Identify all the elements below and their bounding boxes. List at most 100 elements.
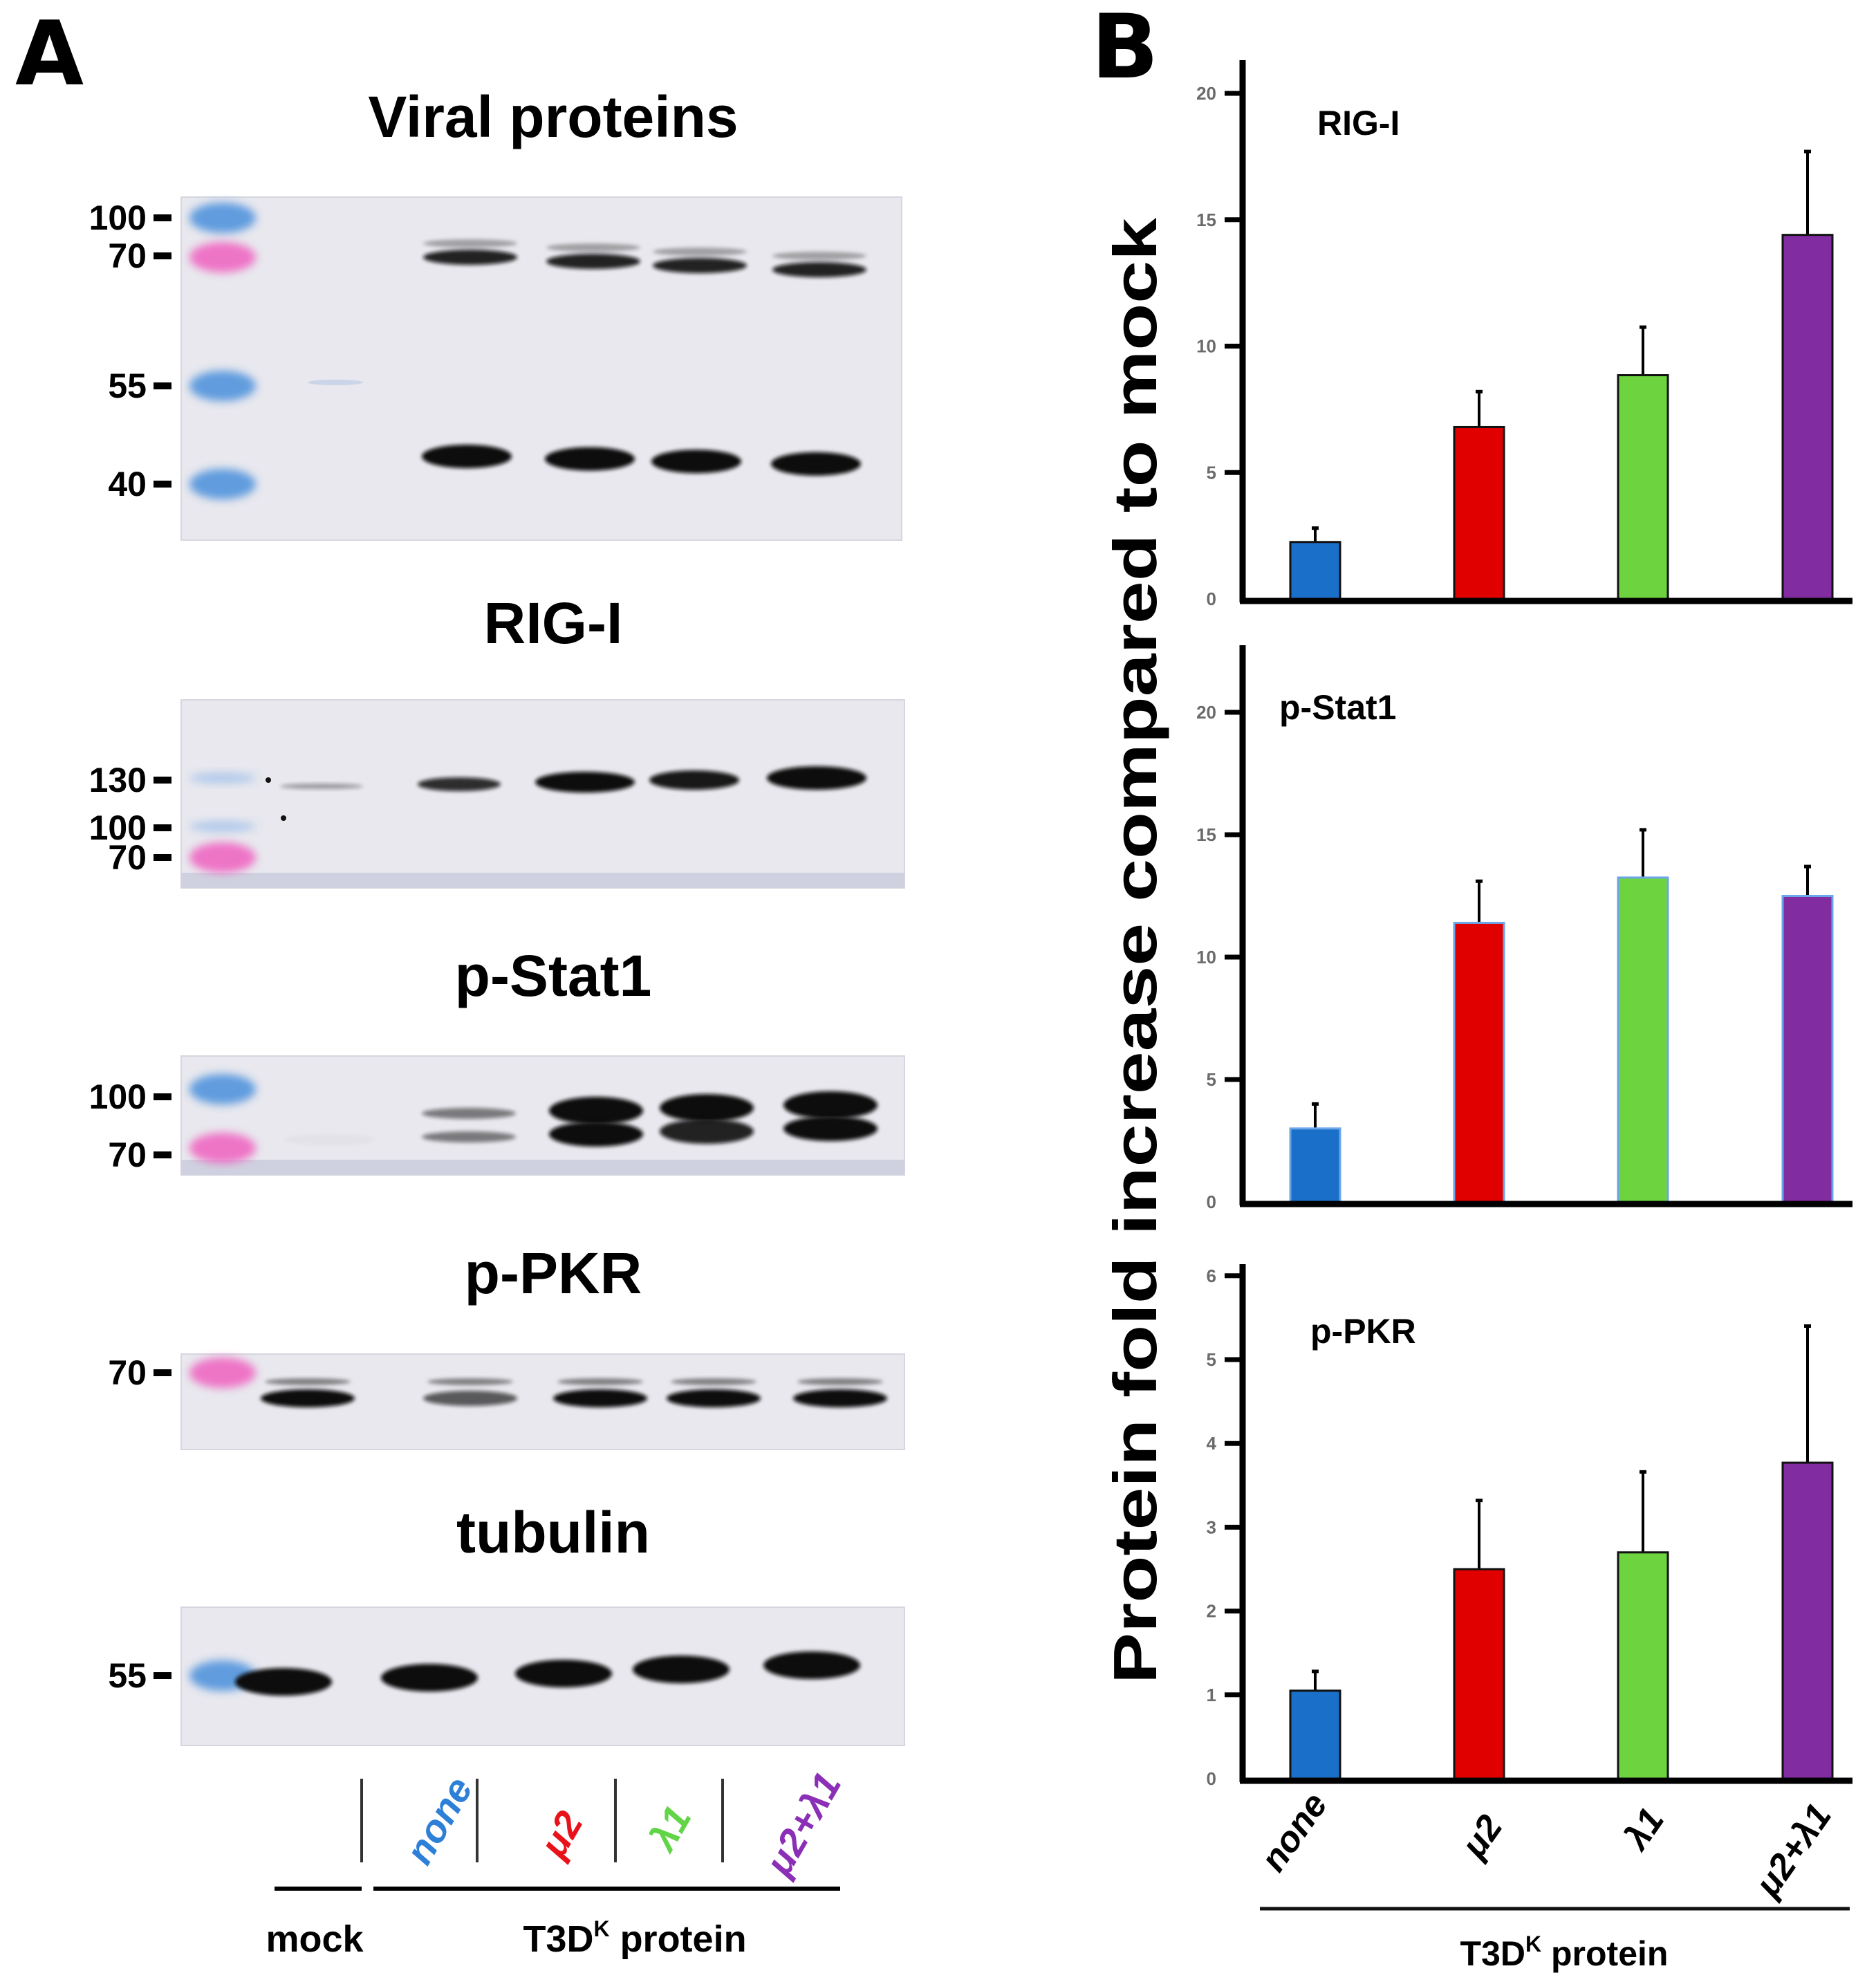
chart-title: p-PKR: [1310, 1312, 1416, 1351]
y-tick-label: 10: [1196, 947, 1216, 967]
y-tick-label: 0: [1207, 1768, 1216, 1789]
speck: [266, 777, 271, 783]
band-rigi: [418, 777, 501, 791]
bar-λ1: [1617, 374, 1669, 600]
x-category-label: μ2+λ1: [1747, 1797, 1839, 1905]
ladder-band: [189, 242, 256, 272]
bar-μ2+λ1: [1781, 1461, 1834, 1780]
band-tubulin: [763, 1651, 860, 1679]
mw-marker-label: 55: [108, 367, 147, 405]
blot-title: RIG-I: [484, 591, 623, 656]
membrane-edge: [181, 1160, 904, 1175]
chart-p-stat1: p-Stat1 0 5 10 15 20: [1196, 645, 1852, 1212]
mw-marker-label: 40: [108, 465, 147, 503]
mw-marker-tick: [154, 252, 171, 259]
band-pkr-lower: [423, 1391, 517, 1406]
ladder-band: [189, 371, 256, 401]
bar-μ2: [1453, 1568, 1505, 1780]
speck: [281, 815, 286, 821]
bar-λ1: [1617, 876, 1669, 1203]
band-70kda: [653, 258, 747, 273]
band-70kda: [772, 262, 866, 277]
band-upper-faint: [653, 248, 747, 256]
chart-title: p-Stat1: [1279, 688, 1396, 727]
blot-membrane: [180, 1055, 905, 1176]
chart-stack: RIG-I 0 5 10 15 20 p-Stat1 0 5 10 15 20 p-PKR 0 1 2 3 4 5 6: [1196, 60, 1852, 1789]
band-pkr-lower: [553, 1389, 647, 1407]
ladder-band: [189, 469, 256, 499]
bar-none: [1289, 1127, 1341, 1203]
mw-marker-tick: [154, 1093, 171, 1100]
group-superscript: K: [593, 1916, 609, 1941]
panel-a-letter: A: [15, 3, 84, 106]
band-pstat1-beta: [783, 1116, 877, 1141]
ladder-band: [189, 821, 256, 832]
membrane-edge: [181, 873, 904, 888]
band-45kda: [651, 450, 741, 474]
x-axis-group-label: T3DK protein: [1460, 1932, 1669, 1973]
band-rigi: [649, 770, 739, 790]
mw-marker-tick: [154, 214, 171, 221]
band-upper-faint: [423, 239, 517, 248]
y-tick-label: 1: [1207, 1685, 1216, 1705]
ladder-band: [189, 1133, 256, 1163]
mw-marker-tick: [154, 824, 171, 831]
band-45kda: [771, 452, 861, 476]
mw-marker-tick: [154, 854, 171, 861]
band-45kda: [422, 445, 512, 468]
band-tubulin: [633, 1656, 730, 1683]
mock-group-label: mock: [266, 1918, 364, 1960]
band-pstat1-beta: [422, 1131, 516, 1142]
panel-b-bar-charts: B Protein fold increase compared to mock…: [1091, 0, 1852, 1973]
lane-labels: none μ2 λ1 μ2+λ1 mock T3DK protein: [266, 1765, 849, 1960]
band-upper-faint: [772, 252, 866, 260]
mw-marker-label: 55: [108, 1656, 147, 1695]
mw-marker-tick: [154, 1369, 171, 1376]
ladder-band: [189, 772, 256, 784]
mw-marker-label: 100: [89, 198, 147, 237]
y-tick-label: 2: [1207, 1601, 1216, 1622]
mw-marker-label: 70: [108, 1353, 147, 1392]
band-pstat1-beta: [660, 1119, 754, 1144]
band-pstat1-alpha: [660, 1094, 754, 1122]
blot-title: tubulin: [456, 1500, 650, 1565]
group-superscript: K: [1525, 1932, 1541, 1956]
band-pstat1-alpha: [783, 1091, 877, 1119]
band-pkr-upper: [797, 1378, 883, 1385]
band-mock-faint: [308, 380, 363, 385]
y-tick-label: 4: [1207, 1433, 1217, 1454]
band-pkr-lower: [793, 1389, 887, 1407]
mw-marker-tick: [154, 481, 171, 488]
band-pstat1-beta: [283, 1134, 377, 1145]
group-suffix: protein: [610, 1918, 747, 1960]
band-pkr-upper: [265, 1378, 351, 1385]
bar-λ1: [1617, 1551, 1669, 1780]
mw-marker-label: 70: [108, 1136, 147, 1174]
bar-μ2: [1453, 425, 1505, 600]
band-pkr-upper: [671, 1378, 756, 1385]
blot-membrane: [180, 196, 902, 541]
y-tick-label: 0: [1207, 589, 1216, 609]
blot-tubulin: tubulin 55: [108, 1500, 905, 1746]
band-pstat1-beta: [549, 1122, 643, 1147]
band-rigi: [535, 772, 635, 793]
band-tubulin: [381, 1664, 478, 1692]
lane-label-2: μ2: [530, 1804, 591, 1865]
y-axis-title: Protein fold increase compared to mock: [1101, 217, 1169, 1684]
chart-rig-i: RIG-I 0 5 10 15 20: [1196, 60, 1852, 609]
y-tick-label: 15: [1196, 824, 1216, 845]
x-category-label: μ2: [1453, 1808, 1510, 1866]
bar-μ2+λ1: [1781, 895, 1834, 1203]
x-category-label: λ1: [1615, 1801, 1672, 1858]
group-main: T3D: [523, 1918, 593, 1960]
ladder-band: [189, 203, 256, 233]
band-pstat1-alpha: [422, 1108, 516, 1119]
mw-marker-label: 70: [108, 838, 147, 877]
ladder-band: [189, 1074, 256, 1104]
bar-μ2: [1453, 921, 1505, 1203]
band-tubulin: [235, 1668, 332, 1696]
band-pstat1-alpha: [549, 1097, 643, 1124]
band-pkr-lower: [667, 1389, 761, 1407]
